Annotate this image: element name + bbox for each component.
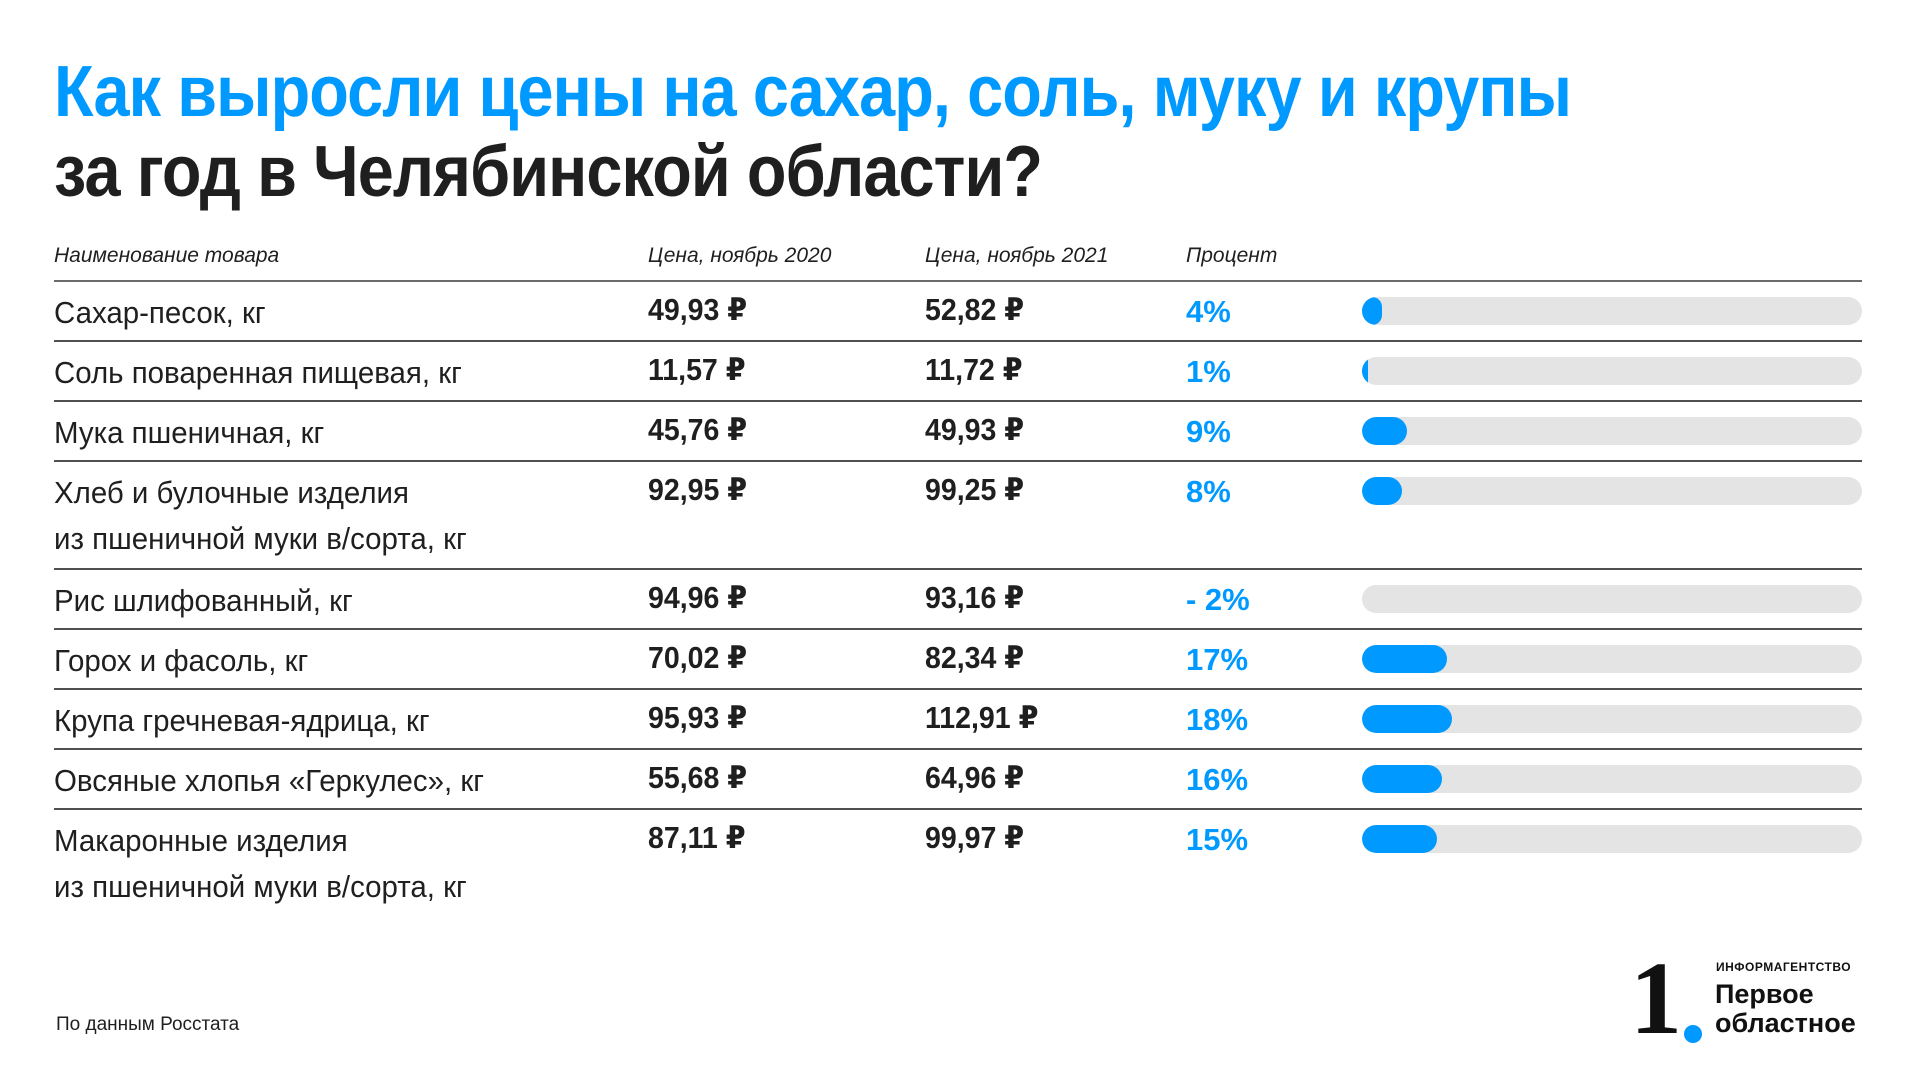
price-2021: 93,16 ₽ — [925, 580, 1025, 615]
progress-fill — [1362, 297, 1382, 325]
product-name: Рис шлифованный, кг — [54, 583, 353, 618]
table-row: Овсяные хлопья «Геркулес», кг 55,68 ₽ 64,9… — [54, 750, 1862, 810]
price-table: Наименование товара Цена, ноябрь 2020 Це… — [54, 234, 1862, 916]
logo-number: 1 — [1630, 941, 1682, 1056]
percent-change: 9% — [1186, 414, 1231, 449]
header-name: Наименование товара — [54, 244, 280, 267]
product-name: Мука пшеничная, кг — [54, 415, 325, 450]
price-2020: 87,11 ₽ — [648, 820, 746, 855]
title-line-1: Как выросли цены на сахар, соль, муку и … — [54, 52, 1572, 132]
price-2021: 52,82 ₽ — [925, 292, 1025, 327]
brand-logo: 1 ИНФОРМАГЕНТСТВО Первое областное — [1630, 944, 1920, 1058]
price-2020: 11,57 ₽ — [648, 352, 746, 387]
price-2020: 92,95 ₽ — [648, 472, 748, 507]
table-header: Наименование товара Цена, ноябрь 2020 Це… — [54, 234, 1862, 282]
product-name: Крупа гречневая-ядрица, кг — [54, 703, 430, 738]
percent-change: - 2% — [1186, 582, 1250, 617]
price-2021: 64,96 ₽ — [925, 760, 1025, 795]
table-row: Макаронные изделия из пшеничной муки в/с… — [54, 810, 1862, 916]
table-row: Соль поваренная пищевая, кг 11,57 ₽ 11,72 … — [54, 342, 1862, 402]
progress-track — [1362, 705, 1862, 733]
percent-change: 15% — [1186, 822, 1249, 857]
percent-change: 1% — [1186, 354, 1231, 389]
price-2021: 99,97 ₽ — [925, 820, 1025, 855]
logo-name: Первое областное — [1715, 979, 1856, 1038]
logo-subtitle: ИНФОРМАГЕНТСТВО — [1716, 960, 1852, 974]
page-title: Как выросли цены на сахар, соль, муку и … — [54, 52, 1572, 212]
percent-change: 16% — [1186, 762, 1249, 797]
table-row: Горох и фасоль, кг 70,02 ₽ 82,34 ₽ 17% — [54, 630, 1862, 690]
progress-track — [1362, 357, 1862, 385]
progress-track — [1362, 417, 1862, 445]
progress-fill — [1362, 765, 1442, 793]
source-note: По данным Росстата — [56, 1014, 240, 1035]
percent-change: 18% — [1186, 702, 1249, 737]
progress-fill — [1362, 477, 1402, 505]
logo-dot-icon — [1684, 1025, 1702, 1043]
header-price-2020: Цена, ноябрь 2020 — [648, 244, 832, 267]
product-name: Макаронные изделия из пшеничной муки в/с… — [54, 823, 467, 904]
progress-track — [1362, 297, 1862, 325]
header-price-2021: Цена, ноябрь 2021 — [925, 244, 1109, 267]
title-line-2: за год в Челябинской области? — [54, 132, 1043, 212]
progress-track — [1362, 585, 1862, 613]
price-2020: 45,76 ₽ — [648, 412, 748, 447]
price-2020: 94,96 ₽ — [648, 580, 748, 615]
percent-change: 4% — [1186, 294, 1231, 329]
progress-track — [1362, 477, 1862, 505]
table-row: Рис шлифованный, кг 94,96 ₽ 93,16 ₽ - 2% — [54, 570, 1862, 630]
progress-fill — [1362, 417, 1407, 445]
progress-fill — [1362, 645, 1447, 673]
progress-fill — [1362, 705, 1452, 733]
percent-change: 8% — [1186, 474, 1231, 509]
product-name: Хлеб и булочные изделия из пшеничной мук… — [54, 475, 467, 556]
price-2021: 82,34 ₽ — [925, 640, 1025, 675]
progress-track — [1362, 825, 1862, 853]
progress-fill — [1362, 357, 1368, 385]
price-2021: 99,25 ₽ — [925, 472, 1025, 507]
product-name: Соль поваренная пищевая, кг — [54, 355, 462, 390]
progress-track — [1362, 765, 1862, 793]
table-row: Мука пшеничная, кг 45,76 ₽ 49,93 ₽ 9% — [54, 402, 1862, 462]
product-name: Горох и фасоль, кг — [54, 643, 309, 678]
progress-fill — [1362, 825, 1437, 853]
price-2021: 112,91 ₽ — [925, 700, 1039, 735]
price-2020: 95,93 ₽ — [648, 700, 748, 735]
product-name: Сахар-песок, кг — [54, 295, 266, 330]
price-2021: 49,93 ₽ — [925, 412, 1025, 447]
progress-track — [1362, 645, 1862, 673]
price-2020: 55,68 ₽ — [648, 760, 748, 795]
table-row: Хлеб и булочные изделия из пшеничной мук… — [54, 462, 1862, 570]
table-row: Сахар-песок, кг 49,93 ₽ 52,82 ₽ 4% — [54, 282, 1862, 342]
price-2021: 11,72 ₽ — [925, 352, 1023, 387]
table-row: Крупа гречневая-ядрица, кг 95,93 ₽ 112,91 … — [54, 690, 1862, 750]
header-percent: Процент — [1186, 244, 1278, 267]
percent-change: 17% — [1186, 642, 1249, 677]
price-2020: 49,93 ₽ — [648, 292, 748, 327]
table-body: Сахар-песок, кг 49,93 ₽ 52,82 ₽ 4% Соль пова… — [54, 282, 1862, 916]
price-2020: 70,02 ₽ — [648, 640, 748, 675]
product-name: Овсяные хлопья «Геркулес», кг — [54, 763, 484, 798]
